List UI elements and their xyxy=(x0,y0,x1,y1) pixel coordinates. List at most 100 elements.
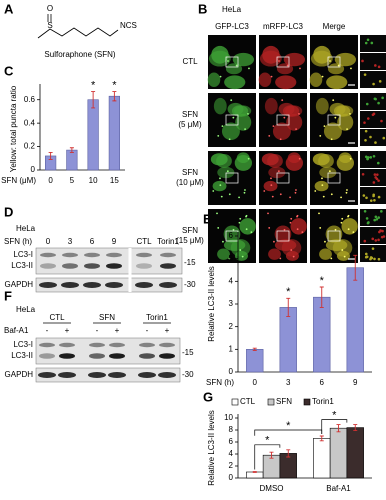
x-tick-label: Baf-A1 xyxy=(326,484,351,493)
bar xyxy=(246,349,264,373)
zoom-puncta xyxy=(374,239,378,242)
zoom-puncta xyxy=(364,129,368,133)
lane-label: + xyxy=(115,326,120,335)
zoom-puncta xyxy=(365,102,369,106)
puncta xyxy=(352,231,355,234)
puncta xyxy=(322,195,325,198)
y-tick-label: 0.2 xyxy=(24,142,36,151)
zoom-image xyxy=(360,209,386,226)
puncta xyxy=(239,217,242,220)
error-bar xyxy=(91,91,96,109)
cell xyxy=(285,250,299,261)
puncta xyxy=(221,125,224,127)
puncta xyxy=(301,231,304,234)
zoom-puncta xyxy=(373,218,376,222)
band xyxy=(159,282,177,288)
cell xyxy=(268,166,286,179)
zoom-puncta xyxy=(371,247,375,250)
puncta xyxy=(219,75,222,78)
x-tick-label: 3 xyxy=(286,378,291,387)
puncta xyxy=(347,228,350,231)
puncta xyxy=(277,170,280,173)
bar xyxy=(346,267,364,373)
panel-letter: B xyxy=(198,1,207,16)
band xyxy=(59,342,75,348)
zoom-box xyxy=(327,230,341,242)
zoom-puncta xyxy=(363,121,366,124)
zoom-puncta xyxy=(373,257,376,261)
atom: NCS xyxy=(120,21,137,30)
puncta xyxy=(343,255,346,258)
puncta xyxy=(296,214,299,217)
y-tick-label: 10 xyxy=(224,413,233,422)
row-label: SFN xyxy=(182,110,198,119)
zoom-image xyxy=(360,71,386,88)
panel-letter: E xyxy=(203,211,212,226)
zoom-image xyxy=(360,129,386,146)
puncta xyxy=(292,255,295,258)
cell xyxy=(312,153,330,166)
zoom-puncta xyxy=(373,198,376,202)
zoom-puncta xyxy=(363,73,367,76)
puncta xyxy=(279,257,282,260)
band xyxy=(160,263,176,269)
puncta xyxy=(314,190,317,192)
band xyxy=(62,263,78,269)
puncta xyxy=(239,249,242,251)
x-tick-label: 0 xyxy=(48,176,53,185)
cell xyxy=(234,250,248,261)
puncta xyxy=(321,75,324,78)
lane-label: - xyxy=(146,326,149,335)
y-tick-label: 0 xyxy=(31,165,36,174)
cell xyxy=(239,218,256,235)
puncta xyxy=(286,64,289,67)
cell xyxy=(325,225,343,243)
zoom-puncta xyxy=(381,96,384,100)
zoom-puncta xyxy=(362,194,366,197)
zoom-image xyxy=(360,93,386,110)
cell xyxy=(326,75,348,90)
zoom-puncta xyxy=(378,80,382,83)
significance-star: * xyxy=(91,79,96,91)
zoom-box xyxy=(276,56,290,68)
band xyxy=(59,353,75,359)
cell xyxy=(259,50,282,67)
puncta xyxy=(349,113,351,115)
zoom-puncta xyxy=(376,161,380,165)
cell xyxy=(314,180,329,192)
puncta xyxy=(281,99,284,102)
lane-label: + xyxy=(165,326,170,335)
puncta xyxy=(349,157,352,160)
cell xyxy=(235,113,252,131)
zoom-puncta xyxy=(373,173,377,176)
band xyxy=(40,252,56,258)
puncta xyxy=(230,99,233,102)
cell xyxy=(276,63,294,75)
puncta xyxy=(298,157,301,160)
zoom-puncta xyxy=(380,210,383,213)
band xyxy=(84,263,100,269)
cell xyxy=(336,250,350,261)
puncta xyxy=(330,138,333,141)
band xyxy=(83,282,101,288)
zoom-puncta xyxy=(377,257,381,261)
band xyxy=(61,282,79,288)
puncta xyxy=(263,190,266,192)
cell xyxy=(268,248,281,260)
structure-bonds xyxy=(37,27,119,39)
band xyxy=(159,353,175,359)
puncta xyxy=(340,221,343,224)
zoom-box xyxy=(225,56,239,68)
size-marker: -30 xyxy=(184,280,196,289)
y-tick-label: 3 xyxy=(229,299,234,308)
lane-label: 6 xyxy=(90,237,95,246)
significance-star: * xyxy=(112,79,117,91)
size-marker: -15 xyxy=(184,258,196,267)
puncta xyxy=(268,227,271,229)
y-tick-label: 1 xyxy=(229,344,234,353)
y-tick-label: 2 xyxy=(229,322,234,331)
zoom-puncta xyxy=(375,217,379,221)
cell xyxy=(286,113,303,131)
zoom-puncta xyxy=(369,135,372,139)
